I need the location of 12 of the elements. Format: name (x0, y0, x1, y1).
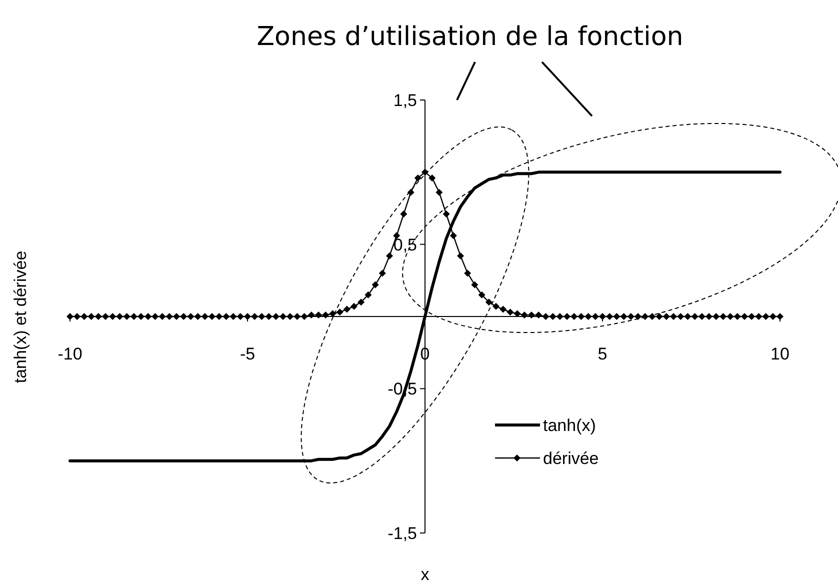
x-axis-title: x (420, 565, 430, 584)
x-tick-label: -5 (240, 344, 256, 364)
chart-title: Zones d’utilisation de la fonction (256, 22, 684, 52)
y-axis-title: tanh(x) et dérivée (11, 250, 30, 384)
y-tick-label: 1,5 (393, 90, 417, 110)
x-tick-label: -10 (58, 344, 82, 364)
y-tick-label: -1,5 (388, 524, 417, 543)
x-tick-label: 10 (770, 344, 790, 364)
legend-label: dérivée (543, 448, 599, 468)
x-tick-label: 5 (598, 344, 608, 364)
legend-label: tanh(x) (543, 416, 596, 435)
y-tick-label: 0,5 (393, 235, 417, 254)
